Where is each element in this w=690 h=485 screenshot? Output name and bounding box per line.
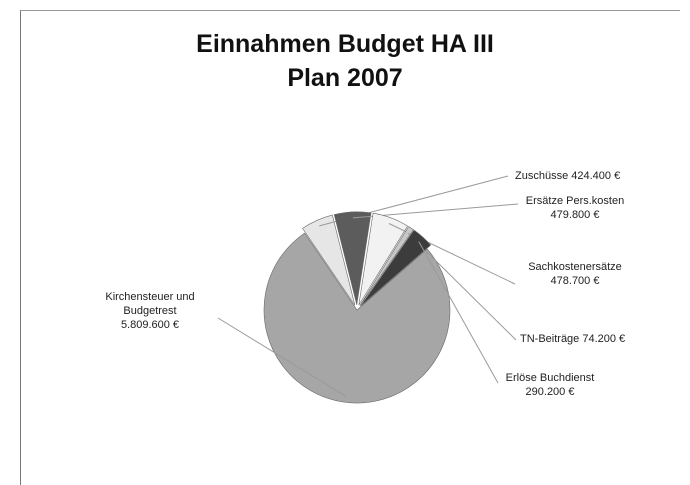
chart-title: Einnahmen Budget HA III — [196, 30, 494, 58]
slice-label: Ersätze Pers.kosten — [526, 195, 624, 207]
leader-line — [418, 241, 499, 384]
slice-label: Budgetrest — [123, 305, 176, 317]
pie-slice — [263, 232, 451, 404]
pie-slice — [360, 229, 432, 307]
chart-frame — [20, 10, 680, 485]
slice-label: 479.800 € — [551, 209, 600, 221]
pie-slice — [302, 214, 356, 306]
slice-label: Erlöse Buchdienst — [506, 372, 595, 384]
slice-label: Zuschüsse 424.400 € — [515, 170, 620, 182]
pie-slice — [333, 211, 372, 305]
pie-slice — [358, 212, 408, 306]
leader-line — [217, 317, 347, 397]
slice-label: 290.200 € — [526, 386, 575, 398]
slice-label: 5.809.600 € — [121, 319, 179, 331]
chart-subtitle: Plan 2007 — [287, 64, 403, 92]
pie-slice — [359, 226, 414, 306]
slice-label: TN-Beiträge 74.200 € — [520, 333, 625, 345]
leader-line — [407, 232, 517, 341]
slice-label: 478.700 € — [551, 275, 600, 287]
slice-label: Sachkostenersätze — [528, 261, 622, 273]
slice-label: Kirchensteuer und — [105, 291, 194, 303]
